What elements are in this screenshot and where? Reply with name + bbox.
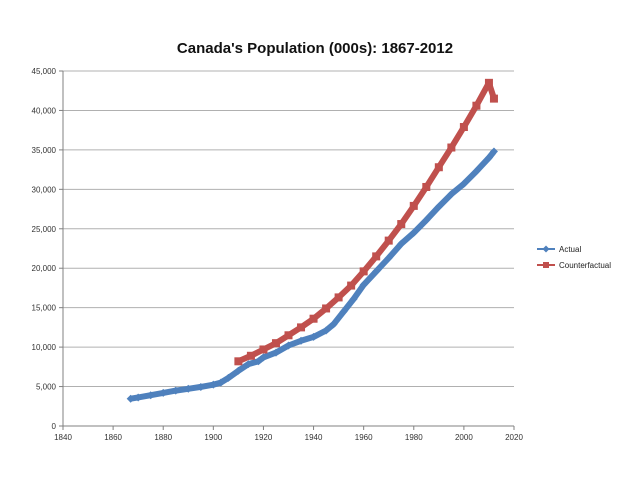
data-point-actual [484, 153, 493, 162]
data-point-counterfactual [409, 201, 418, 210]
data-point-actual [359, 280, 368, 289]
series-line-actual [130, 149, 497, 402]
data-point-counterfactual [484, 78, 493, 87]
data-point-counterfactual [297, 323, 306, 332]
y-tick-label: 10,000 [32, 343, 57, 352]
data-point-counterfactual [347, 281, 356, 290]
data-point-counterfactual [284, 331, 293, 340]
x-tick-label: 2020 [505, 433, 523, 442]
data-point-actual [297, 336, 306, 345]
data-point-actual [126, 394, 135, 403]
series-line-counterfactual [237, 79, 497, 365]
x-tick-label: 1960 [355, 433, 373, 442]
data-point-actual [397, 239, 406, 248]
data-point-actual [489, 147, 498, 156]
x-tick-label: 1860 [104, 433, 122, 442]
x-tick-label: 1840 [54, 433, 72, 442]
x-tick-label: 1920 [255, 433, 273, 442]
data-point-counterfactual [447, 143, 456, 152]
legend-marker-counterfactual [543, 262, 549, 268]
axes [59, 70, 515, 430]
data-point-actual [146, 391, 155, 400]
legend: Actual Counterfactual [537, 245, 611, 270]
data-point-actual [447, 190, 456, 199]
data-point-actual [434, 202, 443, 211]
data-point-actual [259, 353, 268, 362]
data-point-actual [459, 179, 468, 188]
legend-marker-actual [542, 245, 550, 253]
y-tick-label: 40,000 [32, 106, 57, 115]
data-point-counterfactual [489, 94, 498, 103]
y-tick-label: 25,000 [32, 225, 57, 234]
data-point-actual [184, 384, 193, 393]
data-point-counterfactual [334, 293, 343, 302]
y-tick-label: 5,000 [36, 383, 57, 392]
data-point-actual [254, 357, 263, 366]
data-point-counterfactual [309, 314, 318, 323]
data-point-actual [196, 382, 205, 391]
data-point-actual [134, 393, 143, 402]
data-point-counterfactual [459, 123, 468, 132]
data-point-counterfactual [234, 357, 243, 366]
data-point-actual [216, 378, 225, 387]
x-tick-label: 1940 [305, 433, 323, 442]
data-point-actual [234, 366, 243, 375]
x-tick-label: 1880 [154, 433, 172, 442]
data-point-actual [309, 332, 318, 341]
data-point-counterfactual [259, 345, 268, 354]
data-point-counterfactual [246, 351, 255, 360]
data-point-actual [244, 360, 253, 369]
y-tick-label: 0 [52, 422, 57, 431]
y-tick-label: 15,000 [32, 304, 57, 313]
y-tick-label: 35,000 [32, 146, 57, 155]
x-tick-label: 1980 [405, 433, 423, 442]
y-tick-label: 45,000 [32, 67, 57, 76]
data-point-actual [284, 341, 293, 350]
tick-labels: 0 5,000 10,000 15,000 20,000 25,000 30,000 35,0… [32, 67, 524, 442]
data-point-actual [372, 267, 381, 276]
data-point-counterfactual [359, 267, 368, 276]
data-point-counterfactual [271, 339, 280, 348]
data-point-actual [224, 373, 233, 382]
data-point-actual [171, 386, 180, 395]
data-point-actual [422, 216, 431, 225]
data-point-actual [339, 307, 348, 316]
x-tick-label: 2000 [455, 433, 473, 442]
legend-label-counterfactual: Counterfactual [559, 261, 611, 270]
data-point-counterfactual [422, 182, 431, 191]
data-point-actual [329, 320, 338, 329]
data-point-actual [384, 253, 393, 262]
data-point-actual [322, 326, 331, 335]
legend-label-actual: Actual [559, 245, 581, 254]
data-point-actual [271, 348, 280, 357]
x-tick-label: 1900 [204, 433, 222, 442]
data-point-counterfactual [322, 304, 331, 313]
data-point-actual [409, 228, 418, 237]
data-point-counterfactual [384, 236, 393, 245]
y-tick-label: 20,000 [32, 264, 57, 273]
chart-title: Canada's Population (000s): 1867-2012 [177, 40, 453, 57]
data-point-actual [472, 167, 481, 176]
data-point-actual [209, 380, 218, 389]
y-tick-label: 30,000 [32, 185, 57, 194]
gridlines [63, 70, 514, 388]
data-point-counterfactual [372, 252, 381, 261]
data-point-counterfactual [397, 220, 406, 229]
series-lines [126, 78, 498, 403]
data-point-actual [159, 388, 168, 397]
data-point-actual [349, 294, 358, 303]
data-point-counterfactual [434, 163, 443, 172]
data-point-counterfactual [472, 101, 481, 110]
